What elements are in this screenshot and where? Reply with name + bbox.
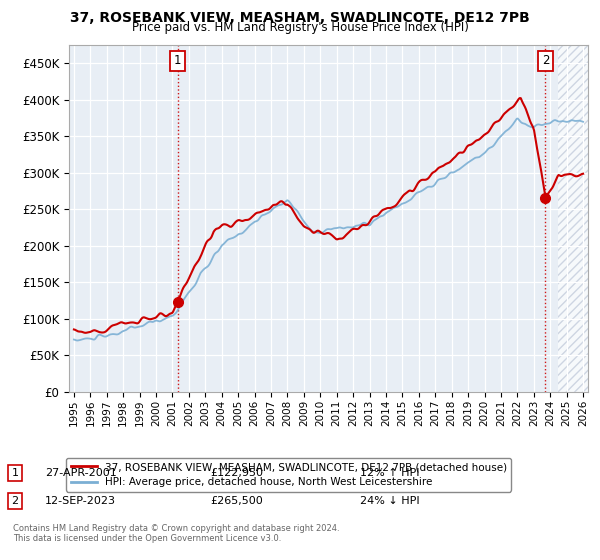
Text: 24% ↓ HPI: 24% ↓ HPI	[360, 496, 419, 506]
Text: 1: 1	[174, 54, 181, 67]
Text: This data is licensed under the Open Government Licence v3.0.: This data is licensed under the Open Gov…	[13, 534, 281, 543]
Text: £122,950: £122,950	[210, 468, 263, 478]
Text: 37, ROSEBANK VIEW, MEASHAM, SWADLINCOTE, DE12 7PB: 37, ROSEBANK VIEW, MEASHAM, SWADLINCOTE,…	[70, 11, 530, 25]
Text: 12% ↑ HPI: 12% ↑ HPI	[360, 468, 419, 478]
Text: 2: 2	[542, 54, 549, 67]
Text: 12-SEP-2023: 12-SEP-2023	[45, 496, 116, 506]
Text: 27-APR-2001: 27-APR-2001	[45, 468, 117, 478]
Bar	[559, 45, 591, 392]
Text: 2: 2	[11, 496, 19, 506]
Text: Contains HM Land Registry data © Crown copyright and database right 2024.: Contains HM Land Registry data © Crown c…	[13, 524, 340, 533]
Bar	[559, 45, 591, 392]
Text: Price paid vs. HM Land Registry's House Price Index (HPI): Price paid vs. HM Land Registry's House …	[131, 21, 469, 34]
Text: 1: 1	[11, 468, 19, 478]
Text: £265,500: £265,500	[210, 496, 263, 506]
Legend: 37, ROSEBANK VIEW, MEASHAM, SWADLINCOTE, DE12 7PB (detached house), HPI: Average: 37, ROSEBANK VIEW, MEASHAM, SWADLINCOTE,…	[67, 458, 511, 492]
